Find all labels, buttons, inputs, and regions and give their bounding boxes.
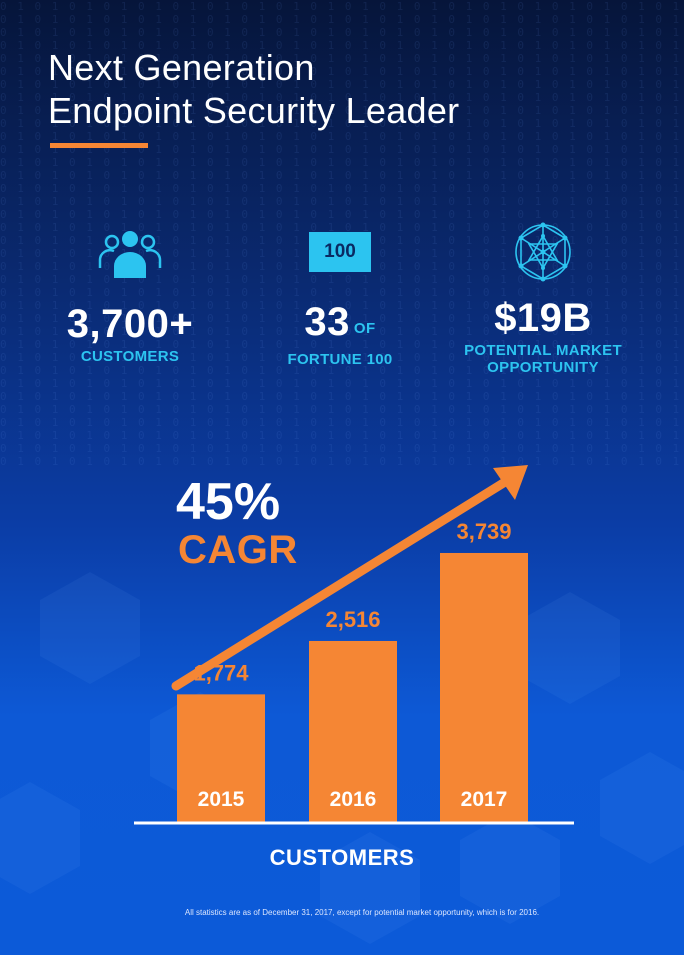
trend-arrow-line [171,477,510,691]
bar-2017 [440,552,528,822]
bar-2016 [309,640,397,822]
binary-background: 0 1 0 1 0 1 0 1 0 1 0 1 0 1 0 1 0 1 0 1 … [0,0,682,468]
page-title: Next Generation Endpoint Security Leader [48,46,459,132]
trend-arrow-head [493,465,528,500]
fortune-label: FORTUNE 100 [287,351,393,368]
fortune-value: 33 [304,300,350,344]
bar-category-label: 2017 [461,788,508,811]
cagr-value: 45% [176,473,281,531]
customers-stat: 3,700+ CUSTOMERS [40,228,220,365]
chart-x-title: CUSTOMERS [269,845,415,870]
fortune-100-badge: 100 [309,232,371,272]
fortune-stat: 100 33 OF FORTUNE 100 [260,232,420,368]
title-line-2: Endpoint Security Leader [48,90,460,131]
bar-value-label: 2,516 [325,607,380,632]
market-stat: $19B POTENTIAL MARKET OPPORTUNITY [448,222,638,376]
fortune-value-row: 33 OF [260,300,420,351]
customers-label: CUSTOMERS [80,348,180,365]
footnote: All statistics are as of December 31, 20… [184,908,540,917]
market-label-line-1: POTENTIAL MARKET [464,342,622,359]
bar-value-label: 3,739 [456,519,511,544]
customers-value: 3,700+ [66,302,194,346]
fortune-of: OF [353,320,376,337]
people-group-icon [98,231,162,278]
market-label-line-2: OPPORTUNITY [487,359,599,376]
bar-2015 [177,694,265,822]
cagr-label: CAGR [178,528,298,572]
title-underline [50,143,148,148]
bar-category-label: 2016 [330,788,377,811]
network-globe-icon [515,222,571,282]
title-line-1: Next Generation [48,47,315,88]
bar-category-label: 2015 [198,788,245,811]
market-value: $19B [494,296,592,340]
